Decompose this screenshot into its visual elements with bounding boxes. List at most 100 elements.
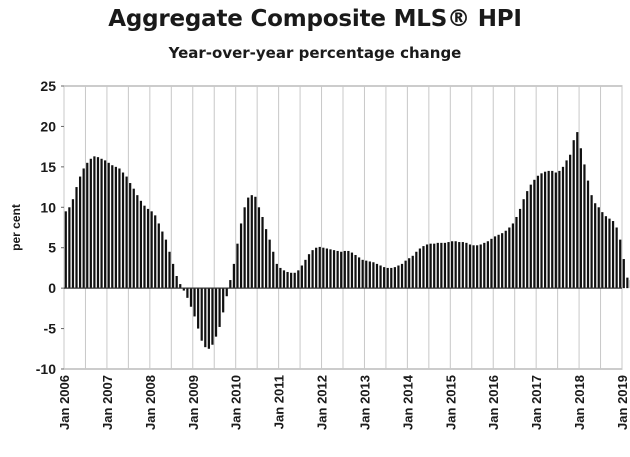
bar (386, 267, 389, 289)
bar (304, 259, 307, 289)
bar (408, 258, 411, 289)
x-tick-label: Jan 2018 (572, 375, 587, 430)
bar (318, 246, 321, 289)
bar (311, 250, 314, 289)
bar (86, 162, 89, 289)
bar (543, 171, 547, 289)
bar (225, 288, 228, 297)
bar (307, 254, 311, 289)
bar (329, 249, 332, 289)
bar (121, 172, 125, 289)
bar (211, 288, 214, 345)
bar (447, 242, 450, 289)
bar (207, 288, 210, 349)
bar (611, 221, 615, 289)
x-tick-label: Jan 2017 (529, 375, 544, 430)
bar (465, 242, 468, 289)
bar (161, 231, 164, 289)
bar (111, 165, 114, 289)
bar (150, 211, 153, 289)
x-tick-label: Jan 2006 (57, 375, 72, 430)
bar (454, 241, 457, 289)
bar (515, 216, 518, 289)
bar (236, 243, 239, 289)
bar (529, 184, 532, 289)
bar (404, 260, 407, 289)
bar (418, 248, 422, 289)
bar (118, 168, 121, 289)
y-tick-label: 0 (48, 280, 56, 296)
bar (522, 199, 525, 289)
bar (143, 205, 146, 289)
y-tick-label: 20 (40, 118, 56, 134)
bar (626, 277, 629, 289)
bar (268, 239, 271, 289)
bar (293, 272, 296, 289)
bar (422, 246, 425, 289)
bar (436, 242, 439, 289)
bar (264, 229, 268, 289)
bar (229, 280, 232, 289)
bar (375, 263, 379, 289)
bar (558, 170, 561, 289)
x-tick-label: Jan 2015 (443, 375, 458, 430)
bar (279, 267, 282, 289)
bar (472, 245, 475, 289)
y-tick-label: 10 (40, 199, 56, 215)
axis-layer (61, 85, 622, 370)
bar (536, 175, 540, 289)
bar (197, 288, 200, 329)
bar (411, 255, 414, 289)
bar (504, 230, 507, 289)
x-tick-label: Jan 2010 (229, 375, 244, 430)
x-tick-label: Jan 2011 (272, 375, 287, 429)
bar (508, 227, 511, 289)
bar (586, 180, 590, 289)
bar (182, 288, 185, 291)
bar (368, 261, 371, 289)
bar (615, 227, 618, 289)
bar (171, 263, 175, 289)
bar (96, 157, 100, 289)
bar (222, 288, 225, 313)
bar (579, 148, 582, 289)
bar (297, 270, 300, 289)
bar (261, 216, 264, 289)
bar (136, 195, 139, 289)
bar (479, 244, 482, 289)
bar (622, 259, 625, 289)
y-tick-label: -10 (36, 361, 56, 377)
bar (204, 288, 207, 348)
bar (493, 236, 497, 289)
y-tick-label: -5 (44, 321, 57, 337)
bar (415, 251, 418, 289)
bar (71, 199, 75, 289)
bar (286, 271, 289, 289)
label-layer: -10 -5 0 5 10 15 20 25 per cent Jan 2006 Jan 2007 J… (9, 78, 630, 430)
bar (440, 242, 443, 289)
bar (290, 272, 293, 289)
bar (157, 223, 160, 289)
bar (250, 195, 253, 289)
x-tick-label: Jan 2014 (400, 374, 415, 430)
bar (583, 164, 586, 289)
bar (193, 288, 196, 317)
bar (501, 233, 504, 289)
bar (443, 242, 447, 289)
bar (232, 263, 236, 289)
bar (332, 250, 336, 289)
bar (383, 267, 386, 289)
bar (82, 168, 85, 289)
bar (594, 203, 597, 289)
bar (129, 183, 132, 289)
y-axis-label: per cent (9, 204, 23, 251)
bar (347, 250, 350, 289)
bar (93, 156, 96, 289)
bar (458, 242, 461, 289)
chart-title: Aggregate Composite MLS® HPI (108, 6, 522, 32)
bar (104, 160, 107, 289)
bar (218, 288, 221, 327)
x-tick-label: Jan 2019 (615, 375, 630, 430)
bar (214, 288, 218, 337)
